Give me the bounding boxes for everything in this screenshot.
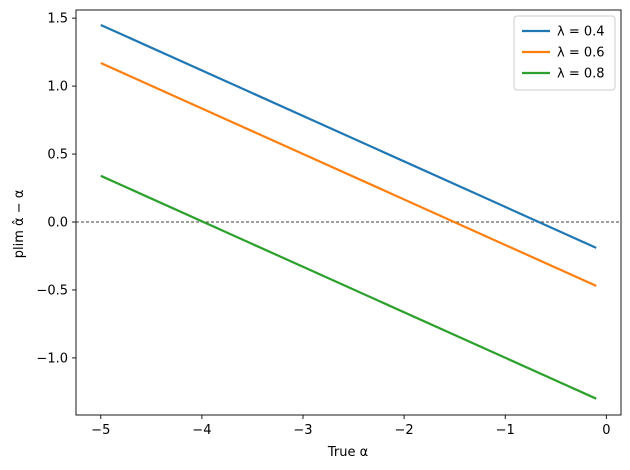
x-tick-label: 0 <box>602 423 610 438</box>
y-axis-label: plim α̂ − α <box>12 190 27 259</box>
legend-box <box>513 15 616 91</box>
x-tick-label: −3 <box>293 423 312 438</box>
y-tick-label: 1.0 <box>47 80 68 95</box>
series-line-3 <box>100 174 597 400</box>
y-tick-label: −1.0 <box>36 351 68 366</box>
series-line-1 <box>100 23 597 249</box>
series-line-2 <box>100 61 597 287</box>
legend-label-1: λ = 0.4 <box>557 25 605 40</box>
legend-label-2: λ = 0.6 <box>557 46 605 61</box>
y-tick-label: 0.5 <box>47 148 68 163</box>
y-tick-label: −0.5 <box>36 283 68 298</box>
x-tick-label: −1 <box>496 423 515 438</box>
y-tick-label: 0.0 <box>47 216 68 231</box>
y-tick-label: 1.5 <box>47 12 68 27</box>
axes-frame <box>75 9 622 416</box>
legend: λ = 0.4 λ = 0.6 λ = 0.8 <box>513 15 616 91</box>
axis-ticks: −5 −4 −3 −2 −1 0 −1.0 −0.5 0.0 0.5 1.0 1.5 <box>36 12 610 438</box>
plot-area <box>75 9 622 416</box>
x-tick-label: −4 <box>192 423 211 438</box>
x-tick-label: −5 <box>91 423 110 438</box>
x-tick-label: −2 <box>395 423 414 438</box>
legend-label-3: λ = 0.8 <box>557 67 605 82</box>
x-axis-label: True α <box>327 445 368 460</box>
